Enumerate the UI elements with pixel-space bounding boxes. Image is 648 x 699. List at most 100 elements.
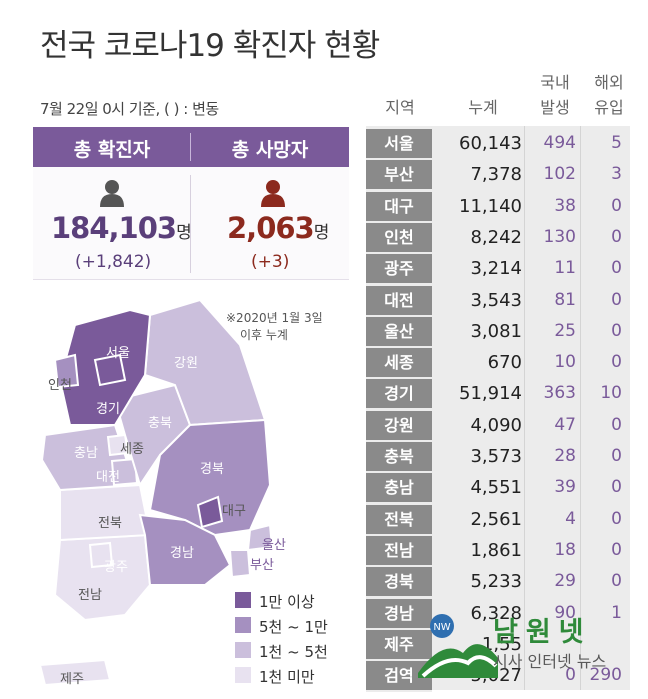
table-cell-abroad: 0: [611, 540, 622, 560]
table-header-total: 누계: [468, 98, 498, 117]
table-cell-total: 60,143: [459, 133, 522, 154]
page-title: 전국 코로나19 확진자 현황: [40, 28, 380, 64]
deaths-total: 2,063명: [227, 211, 330, 245]
logo-subtitle: 시사 인터넷 뉴스: [493, 652, 607, 671]
table-cell-region: 경남: [366, 599, 432, 630]
legend-item: 1만 이상: [235, 590, 365, 615]
table-cell-region: 부산: [366, 160, 432, 191]
summary-card-header: 총 확진자 총 사망자: [33, 127, 349, 167]
map-label-sejong: 세종: [120, 442, 144, 457]
map-label-daegu: 대구: [222, 504, 246, 519]
table-cell-abroad: 10: [600, 383, 622, 403]
table-cell-region: 경기: [366, 379, 432, 410]
map-label-ulsan: 울산: [262, 538, 286, 553]
deaths-delta: (+3): [251, 252, 290, 272]
map-label-gyeongbuk: 경북: [200, 462, 224, 477]
korea-map: [38, 298, 274, 687]
table-cell-region: 충북: [366, 442, 432, 473]
map-label-gyeonggi: 경기: [96, 402, 120, 417]
table-cell-abroad: 290: [589, 665, 622, 685]
legend-swatch: [235, 642, 251, 658]
table-cell-region: 울산: [366, 317, 432, 348]
map-region-sejong: [106, 433, 130, 457]
table-cell-region: 대전: [366, 286, 432, 317]
table-cell-abroad: 0: [611, 571, 622, 591]
table-cell-abroad: 1: [611, 603, 622, 623]
table-cell-abroad: 0: [611, 227, 622, 247]
summary-card: 총 확진자 총 사망자 184,103명 (+1,842) 2,063명 (+3…: [33, 127, 349, 280]
legend-label: 1만 이상: [259, 593, 315, 611]
map-label-daejeon: 대전: [96, 470, 120, 485]
table-cell-local: 4: [565, 509, 576, 529]
table-cell-region: 검역: [366, 661, 432, 692]
table-cell-total: 2,561: [470, 509, 522, 530]
table-cell-local: 0: [565, 665, 576, 685]
map-region-gwangju: [88, 541, 114, 569]
map-note: ※2020년 1월 3일 이후 누계: [226, 310, 323, 344]
map-note-line1: ※2020년 1월 3일: [226, 311, 323, 325]
table-cell-local: 25: [554, 321, 576, 341]
table-cell-total: 6,328: [470, 603, 522, 624]
table-cell-abroad: 0: [611, 509, 622, 529]
legend-swatch: [235, 592, 251, 608]
table-cell-region: 강원: [366, 411, 432, 442]
table-cell-region: 세종: [366, 348, 432, 379]
map-labels: 서울 인천 경기 강원 충북 충남 세종 대전 경북 대구 전북 광주 경남 울…: [48, 356, 286, 687]
table-cell-total: 3,573: [470, 446, 522, 467]
table-cell-local: 28: [554, 446, 576, 466]
table-cell-region: 충남: [366, 473, 432, 504]
table-cell-region: 전북: [366, 505, 432, 536]
map-region-daegu: [196, 495, 224, 529]
map-region-incheon: [53, 353, 80, 389]
table-cell-abroad: 0: [611, 477, 622, 497]
table-cell-abroad: 0: [611, 352, 622, 372]
logo-name: 남원넷: [493, 617, 592, 648]
table-cell-total: 3,543: [470, 290, 522, 311]
deaths-label: 총 사망자: [231, 139, 309, 161]
map-label-jeonnam: 전남: [78, 588, 102, 603]
summary-card-body: 184,103명 (+1,842) 2,063명 (+3): [33, 167, 349, 280]
map-region-ulsan: [246, 523, 274, 552]
body-divider: [190, 175, 191, 273]
logo-badge-text: NW: [433, 622, 450, 633]
table-cell-local: 102: [543, 164, 576, 184]
table-cell-total: 3,214: [470, 258, 522, 279]
table-cell-abroad: 3: [611, 164, 622, 184]
table-cell-total: 4,551: [470, 477, 522, 498]
header-divider: [190, 133, 191, 161]
table-cell-abroad: 0: [611, 196, 622, 216]
legend-swatch: [235, 617, 251, 633]
confirmed-label: 총 확진자: [73, 139, 151, 161]
table-header-abroad-l1: 해외: [594, 73, 624, 92]
map-note-line2: 이후 누계: [240, 328, 288, 342]
table-cell-abroad: 0: [611, 321, 622, 341]
table-cell-abroad: 0: [611, 415, 622, 435]
person-gray-icon: [100, 180, 124, 207]
table-cell-local: 39: [554, 477, 576, 497]
table-cell-local: 363: [543, 383, 576, 403]
legend-label: 1천 ~ 5천: [259, 643, 328, 661]
map-label-gangwon: 강원: [174, 356, 198, 371]
table-cell-local: 10: [554, 352, 576, 372]
table-cell-total: 51,914: [459, 383, 522, 404]
basis-note: 7월 22일 0시 기준, ( ) : 변동: [40, 100, 219, 118]
map-region-busan: [228, 549, 252, 579]
table-cell-local: 18: [554, 540, 576, 560]
map-label-busan: 부산: [250, 558, 274, 573]
table-header-local-l2: 발생: [540, 98, 570, 117]
table-cell-total: 3,081: [470, 321, 522, 342]
table-cell-region: 인천: [366, 223, 432, 254]
table-cell-abroad: 0: [611, 290, 622, 310]
table-header-local: 국내 발생: [530, 70, 580, 120]
confirmed-delta: (+1,842): [75, 252, 152, 272]
legend-label: 5천 ~ 1만: [259, 618, 328, 636]
table-cell-local: 38: [554, 196, 576, 216]
legend-swatch: [235, 667, 251, 683]
table-cell-local: 130: [543, 227, 576, 247]
table-header-region: 지역: [385, 98, 415, 117]
table-cell-local: 47: [554, 415, 576, 435]
map-label-gwangju: 광주: [104, 560, 128, 575]
table-cell-total: 11,140: [459, 196, 522, 217]
map-label-incheon: 인천: [48, 378, 72, 393]
deaths-unit: 명: [313, 223, 330, 243]
